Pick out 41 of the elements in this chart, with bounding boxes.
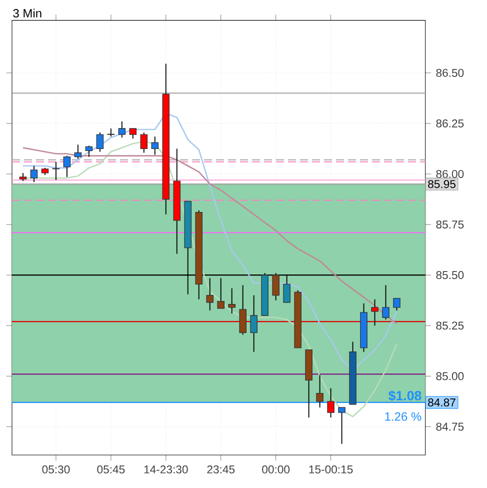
candlestick [74,144,82,160]
candlestick [206,278,214,311]
y-tick-label: 85.25 [436,322,464,330]
candlestick [316,374,324,408]
ref-line-label: 84.87 [428,398,456,406]
candlestick [107,128,115,138]
x-tick-label: 00:00 [262,465,290,474]
candlestick [63,155,71,178]
candlestick [30,165,38,183]
x-tick-label: 05:45 [97,465,125,474]
candlestick [338,407,346,444]
annotation: 1.26 % [385,412,422,421]
candlestick [151,136,159,156]
candlestick [217,278,224,309]
y-tick-label: 85.50 [436,271,464,280]
annotation: $1.08 [388,390,422,402]
candlestick [129,128,137,140]
candlestick [118,120,126,138]
chart-title: 3 Min [13,8,42,18]
candlestick [393,298,400,311]
candlestick [228,288,236,314]
ref-line-label: 85.95 [428,180,456,188]
y-tick-label: 86.00 [436,170,464,178]
candlestick [371,298,378,326]
x-tick-label: 05:30 [42,465,70,474]
y-tick-label: 86.25 [436,119,464,128]
x-tick-label: 23:45 [207,465,235,474]
y-tick-label: 84.75 [436,422,464,431]
candlestick [140,132,148,154]
x-tick-label: 14-23:30 [144,465,188,474]
y-tick-label: 85.00 [436,372,464,380]
candlestick [85,145,93,158]
candlestick [250,294,258,352]
candlestick [239,284,246,336]
candlestick [327,388,334,418]
x-tick-label: 15-00:15 [309,465,353,474]
y-tick-label: 86.50 [436,68,464,77]
candlestick [52,161,60,181]
candlestick [382,284,390,320]
y-tick-label: 85.75 [436,220,464,229]
candlestick [96,132,104,152]
